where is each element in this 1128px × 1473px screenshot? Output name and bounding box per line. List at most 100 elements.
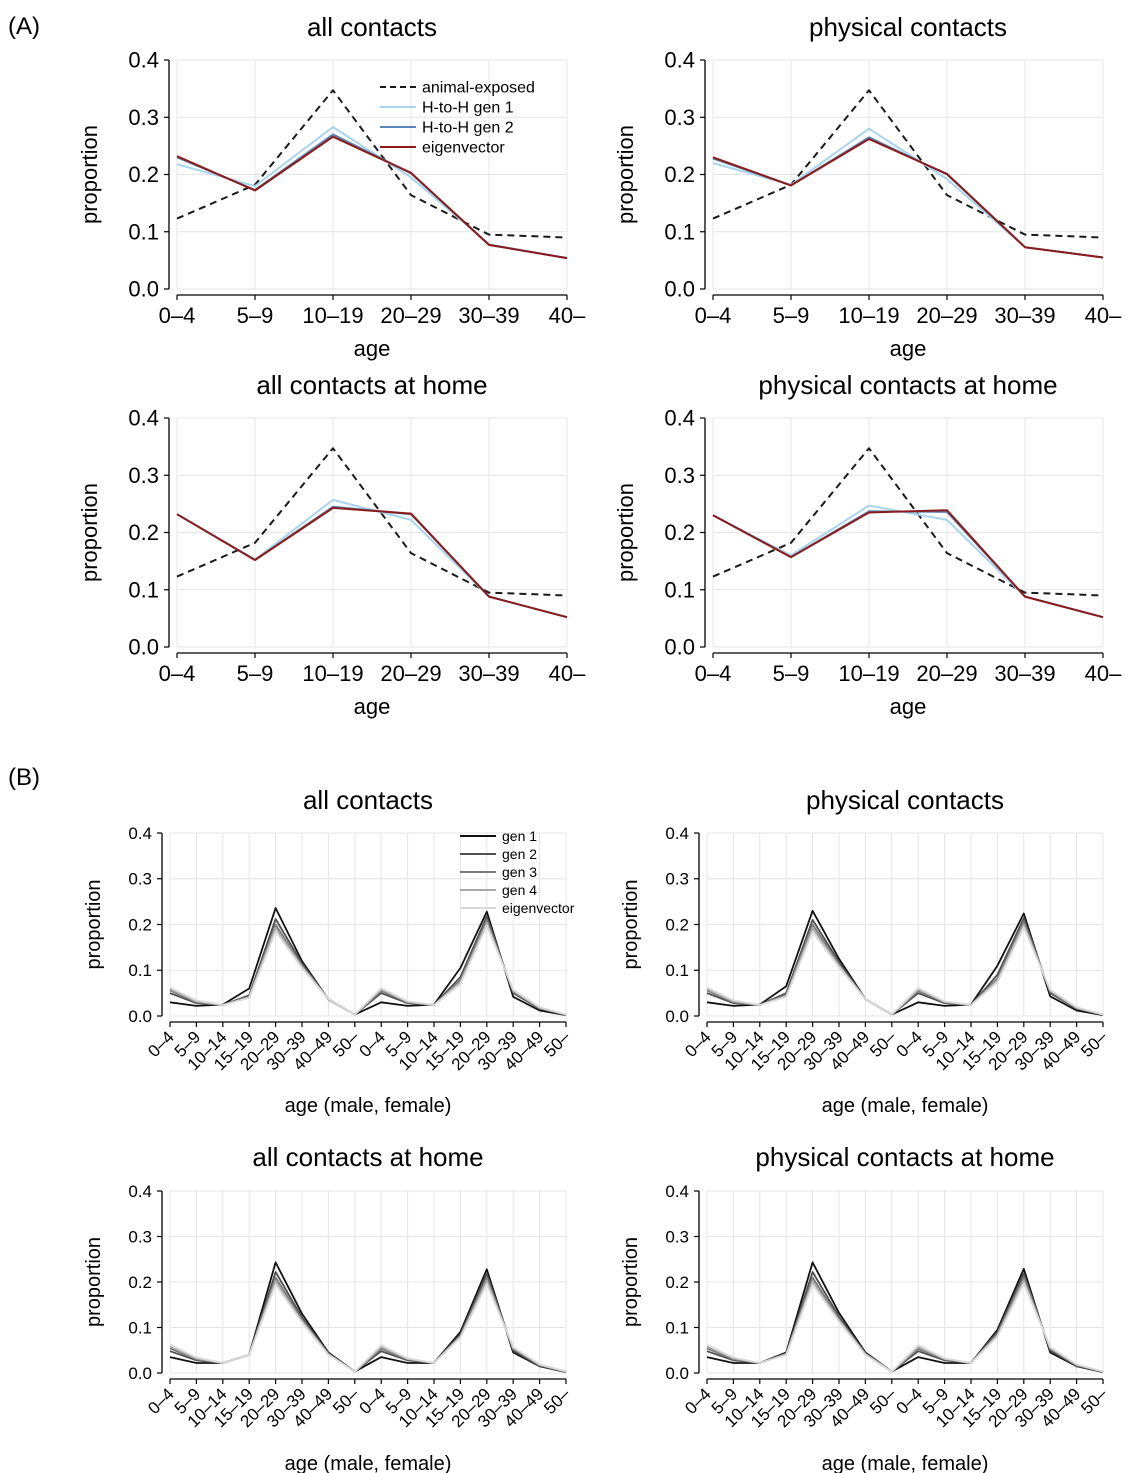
y-tick-label: 0.4 xyxy=(128,406,159,431)
legend-label: animal-exposed xyxy=(422,80,535,97)
x-tick-label: 5–9 xyxy=(237,303,274,328)
x-tick-label: 5–9 xyxy=(237,661,274,686)
y-tick-label: 0.3 xyxy=(665,870,689,889)
series-line-3 xyxy=(176,505,568,619)
y-tick-label: 0.1 xyxy=(128,1318,152,1337)
y-tick-label: 0.0 xyxy=(665,1007,689,1026)
series-line-1 xyxy=(706,909,1104,1016)
y-tick-label: 0.4 xyxy=(664,406,695,431)
y-tick-label: 0.0 xyxy=(128,1364,152,1383)
y-tick-label: 0.1 xyxy=(664,577,695,602)
y-tick-label: 0.2 xyxy=(128,1273,152,1292)
y-tick-label: 0.3 xyxy=(128,105,159,130)
x-tick-label: 0–4 xyxy=(159,661,196,686)
x-tick-label: 30–39 xyxy=(994,303,1055,328)
legend-label: H-to-H gen 1 xyxy=(422,100,514,117)
legend-label: gen 3 xyxy=(502,864,537,880)
series-line-1 xyxy=(712,89,1104,239)
chart-2: 0.0 0.1 0.2 0.3 0.4 0–4 5–9 10–19 20–29 30–39 40– p… xyxy=(613,12,1122,361)
series-line-1 xyxy=(176,89,568,239)
y-tick-label: 0.0 xyxy=(128,635,159,660)
y-tick-label: 0.3 xyxy=(128,1227,152,1246)
y-axis-label: proportion xyxy=(613,125,638,224)
chart-title: physical contacts at home xyxy=(758,370,1057,400)
x-axis-label: age xyxy=(354,336,391,361)
x-axis-label: age (male, female) xyxy=(822,1453,989,1473)
chart-title: physical contacts xyxy=(806,785,1004,815)
x-tick-label: 10–19 xyxy=(838,661,899,686)
y-tick-label: 0.1 xyxy=(128,219,159,244)
legend-label: gen 2 xyxy=(502,846,537,862)
y-tick-label: 0.4 xyxy=(128,48,159,73)
x-axis-label: age (male, female) xyxy=(285,1095,452,1117)
y-axis-label: proportion xyxy=(77,125,102,224)
y-tick-label: 0.2 xyxy=(665,1273,689,1292)
legend-label: eigenvector xyxy=(502,900,575,916)
x-tick-label: 10–19 xyxy=(302,303,363,328)
x-tick-label: 50– xyxy=(1077,1384,1111,1418)
y-tick-label: 0.3 xyxy=(128,870,152,889)
series-line-2 xyxy=(176,498,568,619)
chart-6: 0.00.10.20.30.40–45–910–1415–1920–2930–3… xyxy=(620,785,1111,1117)
x-tick-label: 20–29 xyxy=(916,661,977,686)
y-tick-label: 0.4 xyxy=(128,824,152,843)
x-tick-label: 30–39 xyxy=(458,303,519,328)
series-line-5 xyxy=(169,924,567,1016)
chart-title: physical contacts xyxy=(809,12,1007,42)
x-tick-label: 30–39 xyxy=(994,661,1055,686)
chart-title: all contacts xyxy=(307,12,437,42)
legend-label: gen 4 xyxy=(502,882,537,898)
x-tick-label: 0–4 xyxy=(695,661,732,686)
series-line-5 xyxy=(706,1282,1104,1373)
x-tick-label: 5–9 xyxy=(773,303,810,328)
y-tick-label: 0.0 xyxy=(664,635,695,660)
y-tick-label: 0.1 xyxy=(665,1318,689,1337)
y-tick-label: 0.2 xyxy=(664,520,695,545)
series-line-4 xyxy=(712,509,1104,619)
x-tick-label: 0–4 xyxy=(159,303,196,328)
y-tick-label: 0.4 xyxy=(665,1182,689,1201)
chart-7: 0.00.10.20.30.40–45–910–1415–1920–2930–3… xyxy=(83,1142,574,1473)
y-tick-label: 0.1 xyxy=(128,577,159,602)
y-tick-label: 0.3 xyxy=(664,463,695,488)
legend-label: gen 1 xyxy=(502,828,537,844)
y-tick-label: 0.2 xyxy=(665,915,689,934)
legend-label: eigenvector xyxy=(422,140,505,157)
series-line-3 xyxy=(176,133,568,260)
y-tick-label: 0.0 xyxy=(128,277,159,302)
y-tick-label: 0.3 xyxy=(128,463,159,488)
series-line-4 xyxy=(176,135,568,260)
x-tick-label: 20–29 xyxy=(380,303,441,328)
panel-label-a: (A) xyxy=(8,13,40,40)
y-tick-label: 0.2 xyxy=(664,162,695,187)
x-tick-label: 10–19 xyxy=(838,303,899,328)
chart-4: 0.0 0.1 0.2 0.3 0.4 0–4 5–9 10–19 20–29 30–39 40– p… xyxy=(613,370,1122,719)
x-tick-label: 50– xyxy=(540,1027,574,1061)
y-tick-label: 0.2 xyxy=(128,162,159,187)
x-axis-label: age (male, female) xyxy=(285,1453,452,1473)
y-axis-label: proportion xyxy=(77,483,102,582)
series-line-4 xyxy=(712,138,1104,259)
y-tick-label: 0.1 xyxy=(664,219,695,244)
y-axis-label: proportion xyxy=(620,879,642,969)
x-tick-label: 50– xyxy=(540,1384,574,1418)
y-tick-label: 0.4 xyxy=(664,48,695,73)
y-tick-label: 0.4 xyxy=(665,824,689,843)
x-axis-label: age xyxy=(354,694,391,719)
x-tick-label: 30–39 xyxy=(458,661,519,686)
series-line-3 xyxy=(712,136,1104,259)
chart-title: all contacts at home xyxy=(252,1142,483,1172)
y-tick-label: 0.4 xyxy=(128,1182,152,1201)
series-line-1 xyxy=(176,447,568,597)
x-axis-label: age xyxy=(890,336,927,361)
chart-title: all contacts xyxy=(303,785,433,815)
y-axis-label: proportion xyxy=(620,1237,642,1327)
x-axis-label: age (male, female) xyxy=(822,1095,989,1117)
x-tick-label: 5–9 xyxy=(773,661,810,686)
x-tick-label: 10–19 xyxy=(302,661,363,686)
y-tick-label: 0.2 xyxy=(128,520,159,545)
series-line-2 xyxy=(706,1271,1104,1373)
y-tick-label: 0.0 xyxy=(664,277,695,302)
x-tick-label: 40– xyxy=(1085,303,1122,328)
